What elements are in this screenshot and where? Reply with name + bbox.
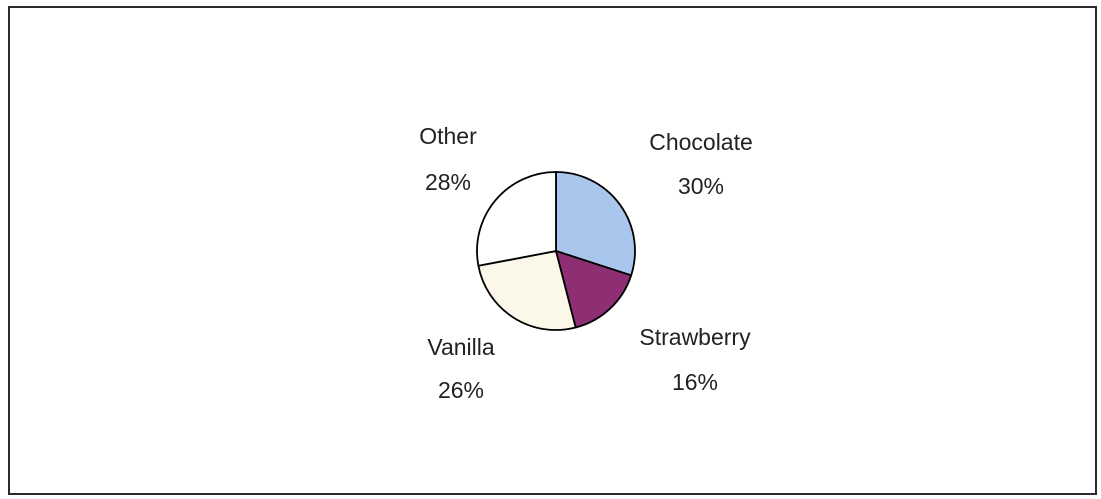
pie-slices [476, 171, 636, 331]
slice-value-label-chocolate: 30% [678, 173, 724, 199]
pie-labels: Chocolate 30% Strawberry 16% Vanilla 26% Other… [419, 123, 753, 403]
slice-label-strawberry: Strawberry [639, 324, 751, 350]
slice-label-other: Other [419, 123, 477, 149]
slice-value-label-other: 28% [425, 169, 471, 195]
pie-slice-vanilla [477, 250, 577, 331]
slice-value-label-vanilla: 26% [438, 377, 484, 403]
pie-slice-strawberry [555, 250, 633, 329]
slice-label-chocolate: Chocolate [649, 129, 753, 155]
pie-slice-chocolate [555, 171, 636, 277]
slice-value-label-strawberry: 16% [672, 369, 718, 395]
slice-label-vanilla: Vanilla [427, 334, 495, 360]
pie-slice-other [476, 171, 557, 267]
